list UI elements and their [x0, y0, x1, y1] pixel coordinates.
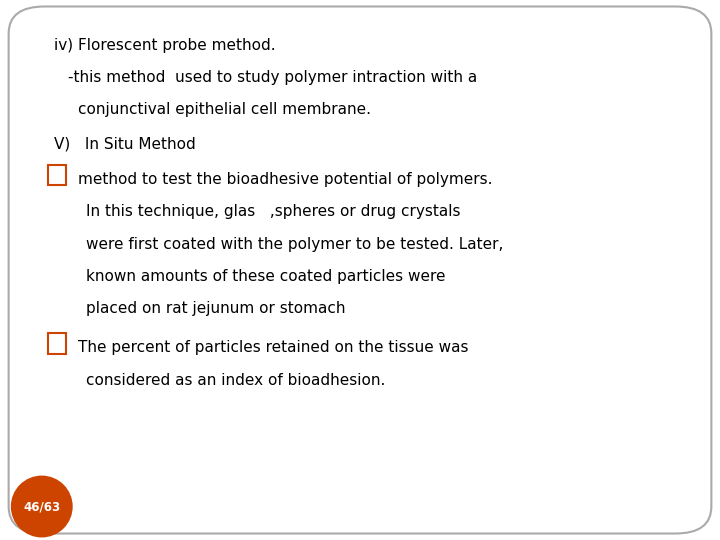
- Text: known amounts of these coated particles were: known amounts of these coated particles …: [86, 269, 446, 284]
- Bar: [48, 333, 66, 354]
- Text: conjunctival epithelial cell membrane.: conjunctival epithelial cell membrane.: [78, 102, 371, 117]
- Text: V)   In Situ Method: V) In Situ Method: [54, 136, 196, 151]
- Text: -this method  used to study polymer intraction with a: -this method used to study polymer intra…: [68, 70, 477, 85]
- Text: were first coated with the polymer to be tested. Later,: were first coated with the polymer to be…: [86, 237, 504, 252]
- Ellipse shape: [12, 476, 72, 537]
- Text: iv) Florescent probe method.: iv) Florescent probe method.: [54, 38, 276, 53]
- Bar: [48, 165, 66, 185]
- Text: method to test the bioadhesive potential of polymers.: method to test the bioadhesive potential…: [78, 172, 492, 187]
- Text: considered as an index of bioadhesion.: considered as an index of bioadhesion.: [86, 373, 386, 388]
- Text: 46/63: 46/63: [23, 500, 60, 513]
- FancyBboxPatch shape: [9, 6, 711, 534]
- Text: placed on rat jejunum or stomach: placed on rat jejunum or stomach: [86, 301, 346, 316]
- Text: In this technique, glas   ,spheres or drug crystals: In this technique, glas ,spheres or drug…: [86, 204, 461, 219]
- Text: The percent of particles retained on the tissue was: The percent of particles retained on the…: [78, 340, 468, 355]
